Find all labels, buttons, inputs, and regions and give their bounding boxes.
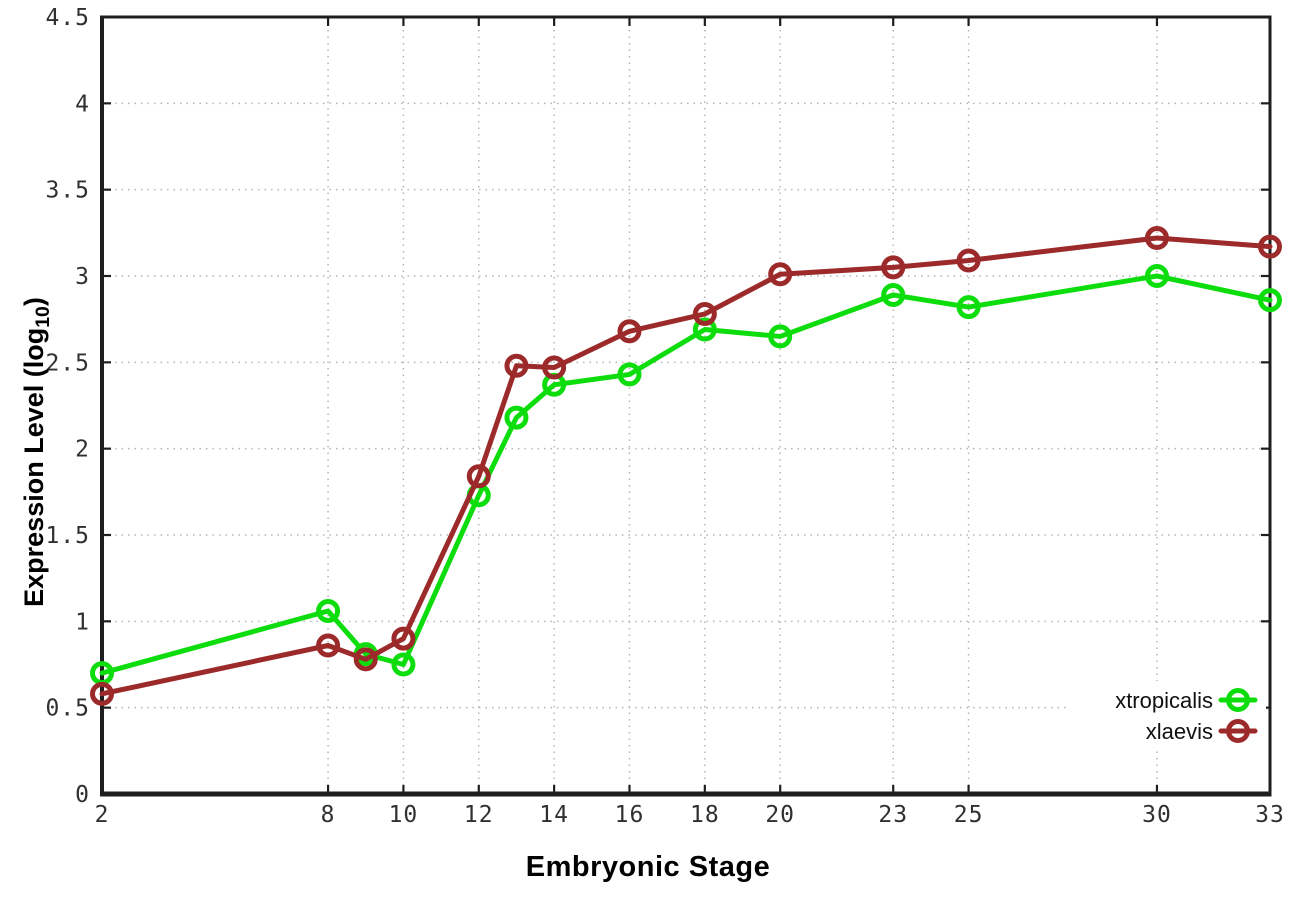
legend-sample-marker-xtropicalis	[1226, 688, 1250, 712]
x-tick-label: 18	[690, 802, 720, 828]
x-tick-label: 8	[321, 802, 336, 828]
y-tick-label: 3.5	[45, 178, 90, 204]
x-tick-label: 30	[1142, 802, 1172, 828]
y-tick-label: 1.5	[45, 523, 90, 549]
data-point-xtropicalis	[316, 598, 341, 623]
y-tick-label: 3	[75, 264, 90, 290]
x-tick-label: 14	[539, 802, 569, 828]
legend-sample-marker-xlaevis	[1226, 719, 1250, 743]
x-tick-label: 33	[1255, 802, 1285, 828]
y-axis-title-text: Expression Level (log	[19, 327, 50, 607]
data-point-xlaevis	[692, 301, 717, 326]
y-axis-title: Expression Level (log10)	[19, 297, 55, 607]
x-tick-label: 10	[389, 802, 419, 828]
series-line-xtropicalis	[99, 273, 1273, 676]
y-axis-title-subscript: 10	[31, 306, 54, 328]
legend-label-xlaevis: xlaevis	[1146, 719, 1213, 744]
x-axis-title: Embryonic Stage	[525, 851, 771, 883]
data-point-xlaevis	[316, 633, 341, 658]
y-tick-label: 2.5	[45, 350, 90, 376]
data-point-xtropicalis	[617, 362, 642, 387]
data-point-xlaevis	[617, 319, 642, 344]
y-tick-label: 0	[75, 782, 90, 808]
x-tick-label: 2	[95, 802, 110, 828]
y-tick-label: 4	[75, 91, 90, 117]
x-tick-label: 20	[765, 802, 795, 828]
series-xlaevis	[90, 226, 1282, 706]
data-point-xtropicalis	[504, 405, 529, 430]
legend-label-xtropicalis: xtropicalis	[1115, 688, 1213, 713]
x-tick-label: 12	[464, 802, 494, 828]
data-point-xtropicalis	[391, 652, 416, 677]
y-tick-label: 1	[75, 609, 90, 635]
series-xtropicalis	[90, 264, 1282, 686]
data-point-xlaevis	[466, 464, 491, 489]
data-point-xlaevis	[1144, 226, 1169, 251]
data-point-xlaevis	[881, 255, 906, 280]
data-point-xlaevis	[353, 647, 378, 672]
data-point-xtropicalis	[956, 295, 981, 320]
data-point-xlaevis	[956, 248, 981, 273]
x-tick-label: 16	[615, 802, 645, 828]
y-axis-title-paren: )	[19, 297, 50, 307]
data-point-xlaevis	[542, 355, 567, 380]
y-tick-label: 2	[75, 437, 90, 463]
data-point-xtropicalis	[692, 317, 717, 342]
data-point-xtropicalis	[1258, 288, 1282, 313]
data-point-xlaevis	[90, 681, 114, 706]
x-tick-label: 23	[878, 802, 908, 828]
y-tick-label: 4.5	[45, 5, 90, 31]
x-tick-label: 25	[954, 802, 984, 828]
data-point-xlaevis	[504, 353, 529, 378]
data-point-xlaevis	[391, 626, 416, 651]
data-point-xlaevis	[768, 262, 793, 287]
y-tick-label: 0.5	[45, 696, 90, 722]
data-point-xtropicalis	[881, 282, 906, 307]
data-point-xlaevis	[1258, 234, 1282, 259]
data-point-xtropicalis	[1144, 264, 1169, 288]
data-point-xtropicalis	[768, 324, 793, 349]
